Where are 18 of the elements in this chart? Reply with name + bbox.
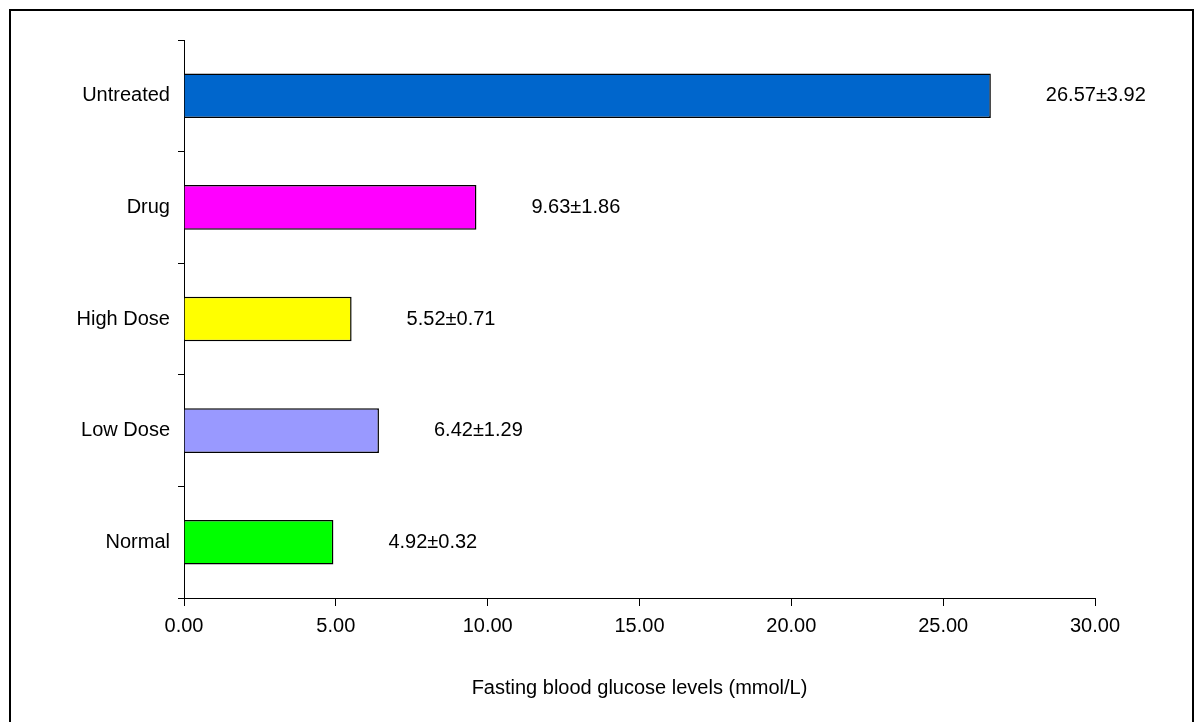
y-tick-label: High Dose (76, 306, 170, 329)
x-tick-label: 30.00 (1069, 613, 1121, 636)
data-label: 6.42±1.29 (433, 418, 523, 441)
x-tick-label: 10.00 (462, 613, 513, 636)
x-tick-label: 20.00 (766, 613, 817, 636)
x-tick-label: 0.00 (164, 613, 204, 636)
y-tick-label: Untreated (82, 83, 170, 106)
data-label: 9.63±1.86 (531, 194, 621, 217)
y-tick-label: Normal (105, 529, 170, 552)
x-tick-label: 15.00 (614, 613, 665, 636)
y-tick-label: Drug (126, 194, 170, 217)
data-label: 26.57±3.92 (1045, 83, 1146, 106)
x-axis-title: Fasting blood glucose levels (mmol/L) (471, 675, 808, 698)
data-label: 5.52±0.71 (406, 306, 496, 329)
y-tick-label: Low Dose (81, 418, 170, 441)
x-tick-label: 25.00 (918, 613, 969, 636)
data-label: 4.92±0.32 (388, 529, 478, 552)
x-tick-label: 5.00 (316, 613, 356, 636)
